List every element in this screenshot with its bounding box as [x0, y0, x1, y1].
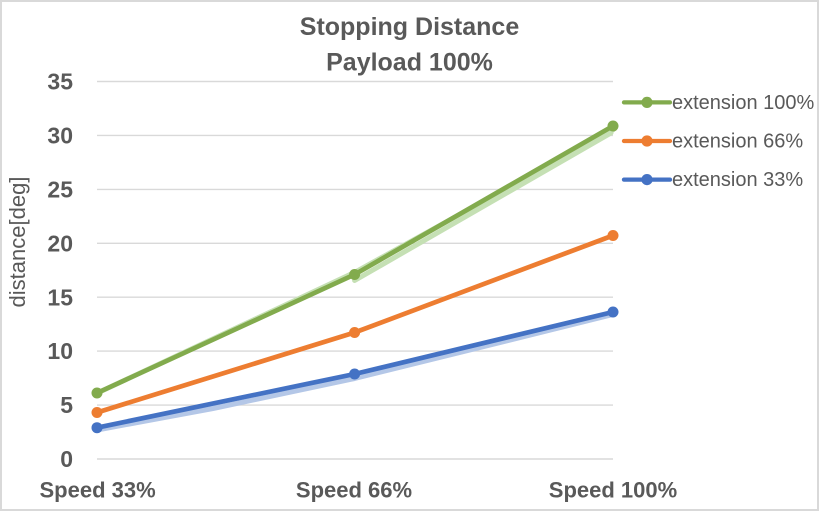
svg-text:Speed 100%: Speed 100%	[549, 478, 677, 503]
svg-text:25: 25	[47, 177, 73, 203]
svg-text:Payload 100%: Payload 100%	[326, 49, 493, 77]
svg-text:Stopping Distance: Stopping Distance	[300, 13, 520, 41]
svg-text:5: 5	[60, 392, 73, 418]
svg-text:extension 100%: extension 100%	[672, 92, 815, 114]
svg-text:35: 35	[47, 69, 73, 95]
svg-text:Speed 33%: Speed 33%	[40, 478, 156, 503]
svg-text:extension 33%: extension 33%	[672, 169, 803, 191]
svg-text:30: 30	[47, 123, 73, 149]
svg-text:10: 10	[47, 338, 73, 364]
svg-text:extension 66%: extension 66%	[672, 130, 803, 152]
svg-text:distance[deg]: distance[deg]	[5, 177, 30, 308]
svg-text:15: 15	[47, 284, 73, 310]
svg-text:0: 0	[60, 446, 73, 472]
svg-text:Speed 66%: Speed 66%	[296, 478, 412, 503]
svg-text:20: 20	[47, 230, 73, 256]
